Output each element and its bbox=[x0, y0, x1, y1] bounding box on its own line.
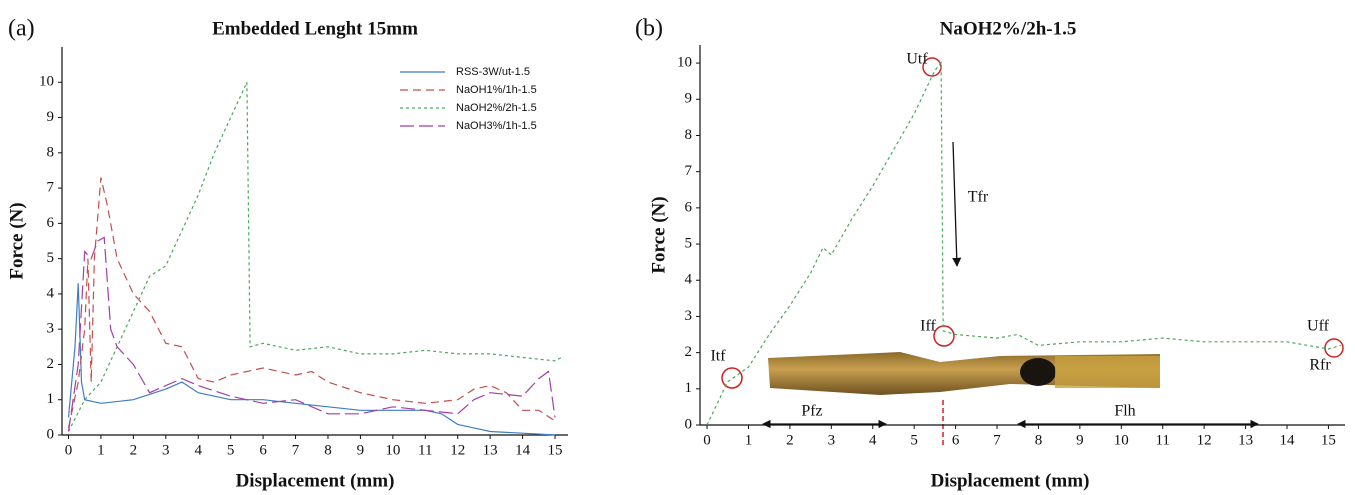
annotation: Pfz bbox=[801, 403, 822, 420]
y-tick-label: 1 bbox=[47, 391, 55, 407]
annotation: Utf bbox=[906, 51, 928, 68]
x-tick-label: 11 bbox=[418, 442, 432, 458]
x-tick-label: 8 bbox=[1035, 432, 1043, 448]
y-tick-label: 9 bbox=[47, 109, 55, 125]
y-axis-label: Force (N) bbox=[648, 196, 669, 273]
y-tick-label: 8 bbox=[685, 127, 693, 143]
y-tick-label: 0 bbox=[47, 426, 55, 442]
y-tick-label: 10 bbox=[39, 74, 54, 90]
annotation: Itf bbox=[710, 348, 726, 365]
annotation: Rfr bbox=[1309, 357, 1331, 374]
series-line bbox=[67, 236, 556, 432]
x-tick-label: 10 bbox=[385, 442, 400, 458]
y-axis-label: Force (N) bbox=[6, 202, 27, 279]
x-tick-label: 9 bbox=[1076, 432, 1084, 448]
x-tick-label: 0 bbox=[703, 432, 711, 448]
x-tick-label: 5 bbox=[227, 442, 235, 458]
y-tick-label: 0 bbox=[685, 416, 693, 432]
x-tick-label: 9 bbox=[357, 442, 365, 458]
annotation: Uff bbox=[1307, 318, 1330, 335]
x-tick-label: 13 bbox=[483, 442, 498, 458]
x-tick-label: 4 bbox=[869, 432, 877, 448]
y-tick-label: 5 bbox=[685, 235, 693, 251]
y-tick-label: 2 bbox=[47, 356, 55, 372]
x-tick-label: 6 bbox=[259, 442, 267, 458]
legend-label: NaOH2%/2h-1.5 bbox=[456, 102, 537, 114]
legend-label: NaOH1%/1h-1.5 bbox=[456, 84, 537, 96]
x-tick-label: 15 bbox=[1321, 432, 1336, 448]
x-tick-label: 14 bbox=[1280, 432, 1296, 448]
x-tick-label: 1 bbox=[97, 442, 105, 458]
series-line bbox=[67, 177, 556, 429]
annotation: Iff bbox=[920, 318, 936, 335]
y-tick-label: 7 bbox=[47, 180, 55, 196]
chart-title: NaOH2%/2h-1.5 bbox=[940, 18, 1077, 39]
x-tick-label: 14 bbox=[515, 442, 531, 458]
y-tick-label: 7 bbox=[685, 163, 693, 179]
y-tick-label: 8 bbox=[47, 144, 55, 160]
x-tick-label: 2 bbox=[130, 442, 138, 458]
x-tick-label: 12 bbox=[450, 442, 465, 458]
annotation-marks bbox=[721, 57, 1344, 446]
y-tick-label: 2 bbox=[685, 344, 693, 360]
x-tick-label: 13 bbox=[1238, 432, 1253, 448]
y-tick-label: 9 bbox=[685, 91, 693, 107]
x-tick-label: 3 bbox=[828, 432, 836, 448]
y-tick-label: 3 bbox=[47, 321, 55, 337]
legend-label: RSS-3W/ut-1.5 bbox=[456, 66, 530, 78]
x-tick-label: 2 bbox=[786, 432, 794, 448]
fiber-photo bbox=[768, 352, 1160, 395]
series-line bbox=[67, 82, 562, 432]
x-tick-label: 1 bbox=[745, 432, 753, 448]
y-tick-label: 4 bbox=[685, 272, 693, 288]
x-tick-label: 4 bbox=[194, 442, 202, 458]
x-tick-label: 12 bbox=[1197, 432, 1212, 448]
panel-label: (b) bbox=[635, 16, 663, 42]
x-tick-label: 3 bbox=[162, 442, 170, 458]
series-line bbox=[706, 61, 1342, 426]
annotation: Tfr bbox=[968, 189, 989, 206]
panel-label: (a) bbox=[8, 16, 35, 42]
x-tick-label: 7 bbox=[993, 432, 1001, 448]
x-tick-label: 11 bbox=[1155, 432, 1169, 448]
x-axis-label: Displacement (mm) bbox=[931, 470, 1090, 491]
y-tick-label: 4 bbox=[47, 285, 55, 301]
x-axis-label: Displacement (mm) bbox=[236, 470, 395, 491]
y-tick-label: 1 bbox=[685, 380, 693, 396]
y-tick-label: 6 bbox=[685, 199, 693, 215]
x-tick-label: 15 bbox=[548, 442, 563, 458]
y-tick-label: 6 bbox=[47, 215, 55, 231]
series-line bbox=[67, 283, 556, 436]
x-tick-label: 10 bbox=[1114, 432, 1129, 448]
x-tick-label: 8 bbox=[324, 442, 332, 458]
x-tick-label: 6 bbox=[952, 432, 960, 448]
legend-label: NaOH3%/1h-1.5 bbox=[456, 120, 537, 132]
x-tick-label: 7 bbox=[292, 442, 300, 458]
x-tick-label: 5 bbox=[910, 432, 918, 448]
chart-title: Embedded Lenght 15mm bbox=[212, 18, 418, 39]
y-tick-label: 3 bbox=[685, 308, 693, 324]
annotation: Flh bbox=[1114, 403, 1135, 420]
y-tick-label: 5 bbox=[47, 250, 55, 266]
y-tick-label: 10 bbox=[677, 55, 692, 71]
x-tick-label: 0 bbox=[65, 442, 73, 458]
